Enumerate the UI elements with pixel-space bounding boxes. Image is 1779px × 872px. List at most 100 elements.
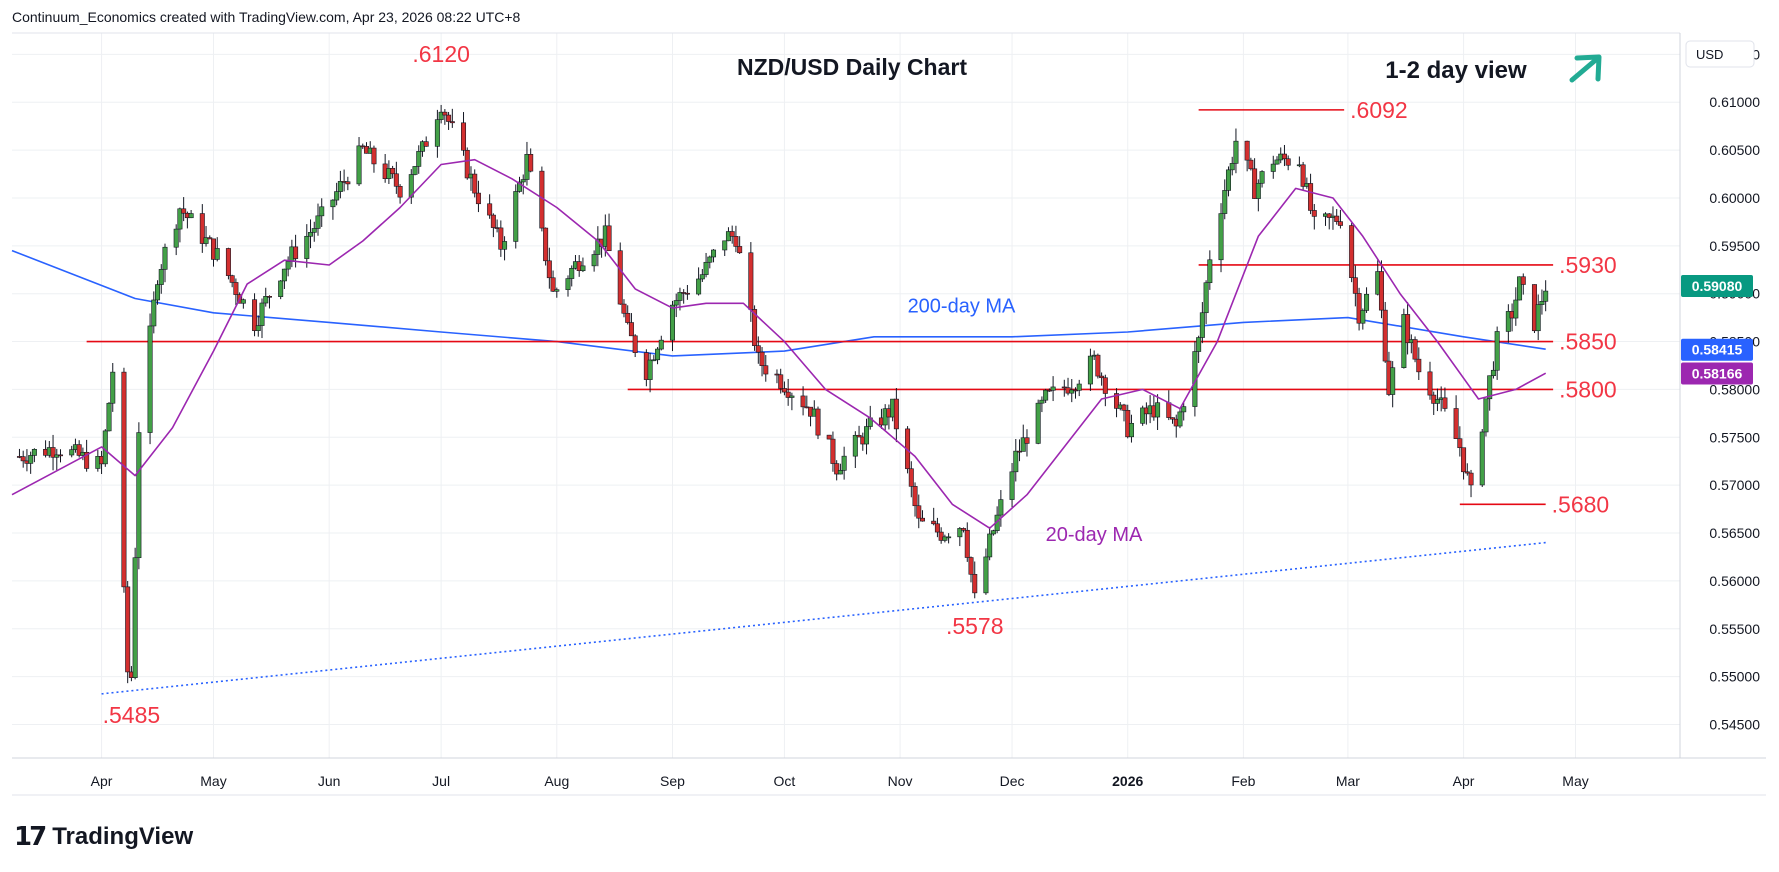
- candle-body: [502, 241, 508, 250]
- candle-body: [729, 231, 735, 237]
- candle-body: [308, 232, 314, 237]
- candle-body: [31, 448, 37, 456]
- candle-body: [934, 523, 940, 533]
- x-tick-label: Oct: [774, 773, 796, 789]
- candle-body: [964, 529, 970, 558]
- candle-body: [319, 206, 325, 217]
- candle-body: [315, 215, 321, 229]
- candle-body: [1300, 164, 1306, 187]
- candle-body: [528, 154, 534, 172]
- candle-body: [1334, 215, 1340, 222]
- candle-body: [177, 208, 183, 230]
- candle-body: [520, 179, 526, 183]
- candle-body: [617, 250, 623, 305]
- candle-body: [371, 147, 377, 165]
- candle-body: [203, 237, 209, 244]
- candle-body: [225, 248, 231, 276]
- candle-body: [1244, 140, 1250, 161]
- candle-body: [1196, 337, 1202, 352]
- y-tick-label: 0.61000: [1709, 94, 1760, 110]
- price-axis[interactable]: 0.615000.610000.605000.600000.595000.590…: [1709, 46, 1760, 732]
- candle-body: [707, 256, 713, 263]
- candle-body: [946, 536, 952, 539]
- candle-body: [1218, 213, 1224, 261]
- candle-body: [961, 528, 967, 531]
- y-tick-label: 0.60000: [1709, 190, 1760, 206]
- candle-body: [1102, 377, 1108, 394]
- candle-body: [864, 426, 870, 445]
- chart-annotations: 200-day MA 20-day MA .6092 .5930 .5850 .5800.…: [103, 41, 1617, 728]
- candle-body: [207, 237, 213, 240]
- candle-body: [1035, 402, 1041, 444]
- candle-body: [826, 434, 832, 440]
- candle-body: [1114, 393, 1120, 409]
- candle-body: [1121, 404, 1127, 411]
- candle-body: [1479, 431, 1485, 486]
- candle-body: [919, 517, 925, 522]
- candle-body: [983, 556, 989, 594]
- candle-body: [442, 111, 448, 116]
- candle-body: [345, 181, 351, 185]
- candle-body: [490, 214, 496, 228]
- candle-body: [1513, 299, 1519, 319]
- candle-body: [1349, 225, 1355, 279]
- support-trendline: [101, 541, 1546, 695]
- candle-body: [1461, 447, 1467, 473]
- candle-body: [311, 228, 317, 233]
- candle-body: [673, 300, 679, 306]
- candle-body: [356, 145, 362, 185]
- candle-body: [677, 292, 683, 301]
- candle-body: [759, 351, 765, 367]
- candle-body: [461, 122, 467, 151]
- candle-body: [106, 402, 112, 432]
- candle-body: [475, 192, 481, 205]
- candle-body: [1520, 276, 1526, 285]
- y-tick-label: 0.59500: [1709, 238, 1760, 254]
- candle-body: [1099, 375, 1105, 379]
- candle-body: [550, 277, 556, 292]
- tradingview-logo[interactable]: 17 TradingView: [14, 822, 193, 852]
- candle-body: [1285, 158, 1291, 166]
- candle-body: [655, 348, 661, 361]
- y-tick-label: 0.57000: [1709, 477, 1760, 493]
- candle-body: [1046, 389, 1052, 392]
- chart-title: NZD/USD Daily Chart: [737, 54, 967, 80]
- candle-body: [1229, 163, 1235, 171]
- candle-body: [1356, 293, 1362, 324]
- candle-body: [778, 374, 784, 389]
- x-tick-label: Sep: [660, 773, 685, 789]
- candle-body: [1311, 210, 1317, 217]
- y-tick-label: 0.56000: [1709, 573, 1760, 589]
- candle-body: [513, 191, 519, 242]
- candle-body: [1181, 406, 1187, 413]
- candle-body: [834, 463, 840, 475]
- candle-body: [1166, 402, 1172, 418]
- candle-body: [1457, 438, 1463, 449]
- candle-body: [240, 299, 246, 304]
- candle-body: [69, 449, 75, 456]
- x-tick-label: Dec: [1000, 773, 1025, 789]
- candle-body: [1013, 450, 1019, 473]
- candle-body: [711, 249, 717, 258]
- candle-body: [304, 235, 310, 259]
- candle-body: [84, 451, 90, 469]
- candle-body: [543, 227, 549, 262]
- time-axis[interactable]: Apr May Jun Jul Aug Sep Oct Nov Dec 2026 Feb Mar Apr…: [91, 773, 1589, 789]
- candle-body: [1140, 407, 1146, 424]
- candle-body: [893, 398, 899, 430]
- candle-body: [1255, 182, 1261, 199]
- candle-body: [173, 228, 179, 248]
- candle-body: [1155, 402, 1161, 418]
- candle-body: [1360, 310, 1366, 324]
- candle-body: [554, 289, 560, 292]
- candle-body: [397, 186, 403, 198]
- candle-body: [487, 203, 493, 216]
- chart-attribution: Continuum_Economics created with Trading…: [12, 9, 521, 25]
- x-tick-label: Nov: [888, 773, 913, 789]
- candle-body: [1308, 183, 1314, 211]
- candle-body: [446, 114, 452, 122]
- candle-body: [830, 438, 836, 464]
- currency-button[interactable]: USD: [1685, 40, 1755, 68]
- candle-body: [972, 573, 978, 594]
